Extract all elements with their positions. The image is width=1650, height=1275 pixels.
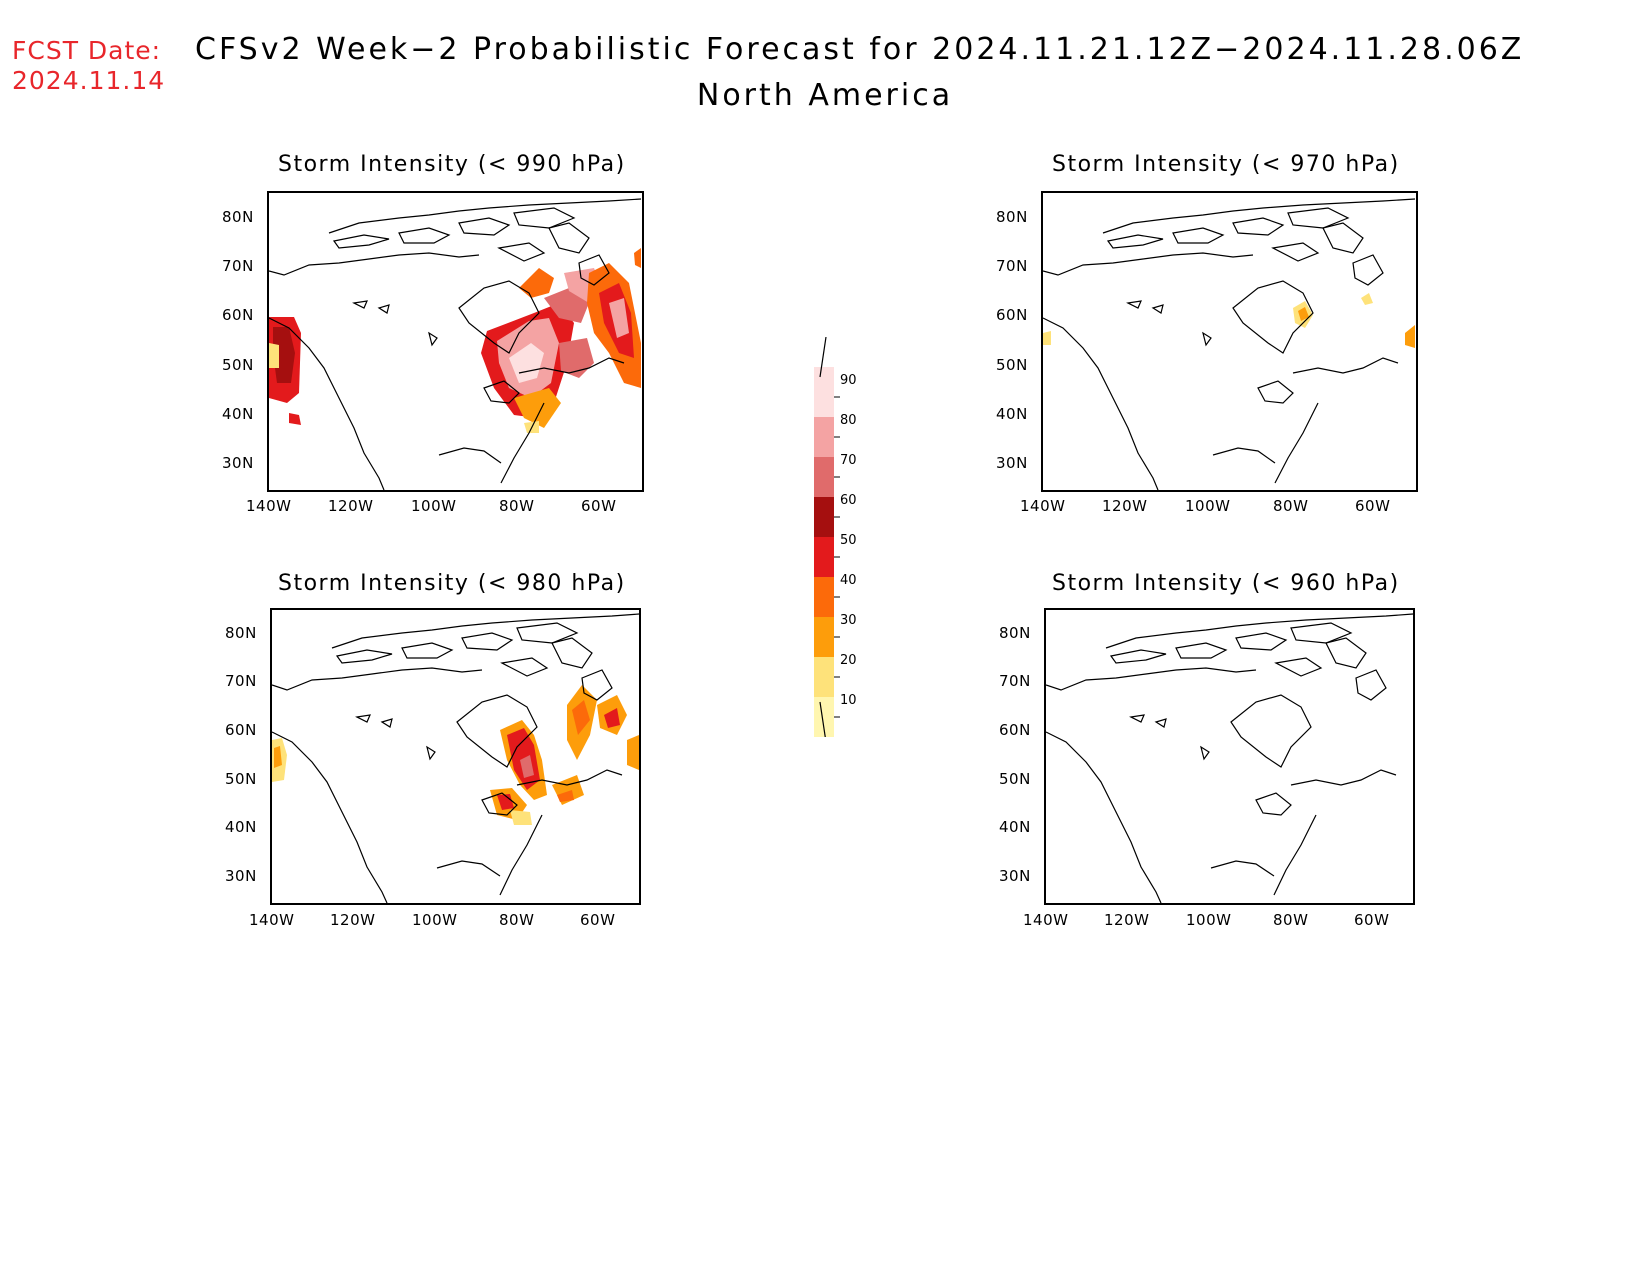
colorbar-label-80: 80 bbox=[840, 413, 857, 428]
lon-tick-60w: 60W bbox=[1355, 497, 1391, 515]
map-970 bbox=[1041, 191, 1418, 492]
lat-tick-30n: 30N bbox=[222, 454, 254, 472]
lat-tick-60n: 60N bbox=[996, 306, 1028, 324]
colorbar-label-40: 40 bbox=[840, 573, 857, 588]
probability-fill-970 bbox=[1043, 293, 1415, 348]
panel-title-960: Storm Intensity (< 960 hPa) bbox=[1052, 571, 1400, 596]
panel-title-970: Storm Intensity (< 970 hPa) bbox=[1052, 152, 1400, 177]
lat-tick-80n: 80N bbox=[225, 624, 257, 642]
coastlines-980 bbox=[272, 613, 639, 903]
forecast-date-value: 2024.11.14 bbox=[12, 66, 166, 95]
probability-fill-990 bbox=[269, 248, 641, 433]
colorbar-swatch-60 bbox=[814, 497, 834, 537]
lat-tick-70n: 70N bbox=[996, 257, 1028, 275]
lat-tick-50n: 50N bbox=[225, 770, 257, 788]
lon-tick-140w: 140W bbox=[1020, 497, 1066, 515]
lat-tick-30n: 30N bbox=[225, 867, 257, 885]
lat-tick-70n: 70N bbox=[225, 672, 257, 690]
lon-tick-60w: 60W bbox=[581, 497, 617, 515]
colorbar-label-30: 30 bbox=[840, 613, 857, 628]
colorbar-swatch-90 bbox=[814, 367, 834, 417]
colorbar-label-20: 20 bbox=[840, 653, 857, 668]
lat-tick-70n: 70N bbox=[999, 672, 1031, 690]
forecast-date-block: FCST Date: 2024.11.14 bbox=[12, 36, 165, 96]
colorbar-label-60: 60 bbox=[840, 493, 857, 508]
lat-tick-30n: 30N bbox=[999, 867, 1031, 885]
colorbar-swatch-40 bbox=[814, 577, 834, 617]
lat-tick-50n: 50N bbox=[999, 770, 1031, 788]
lon-tick-80w: 80W bbox=[1273, 497, 1309, 515]
lon-tick-60w: 60W bbox=[1354, 911, 1390, 929]
coastlines-990 bbox=[269, 198, 642, 490]
lat-tick-30n: 30N bbox=[996, 454, 1028, 472]
lon-tick-80w: 80W bbox=[1273, 911, 1309, 929]
panel-title-980: Storm Intensity (< 980 hPa) bbox=[278, 571, 626, 596]
lat-tick-40n: 40N bbox=[996, 405, 1028, 423]
colorbar-swatch-20 bbox=[814, 657, 834, 697]
probability-fill-980 bbox=[272, 685, 639, 825]
lon-tick-120w: 120W bbox=[1102, 497, 1148, 515]
lat-tick-60n: 60N bbox=[222, 306, 254, 324]
colorbar-swatch-70 bbox=[814, 457, 834, 497]
lat-tick-40n: 40N bbox=[222, 405, 254, 423]
lat-tick-60n: 60N bbox=[225, 721, 257, 739]
colorbar-label-90: 90 bbox=[840, 373, 857, 388]
map-990-svg bbox=[269, 198, 642, 490]
colorbar-svg bbox=[814, 337, 840, 737]
panel-title-990: Storm Intensity (< 990 hPa) bbox=[278, 152, 626, 177]
region-subtitle: North America bbox=[696, 78, 954, 113]
lat-tick-50n: 50N bbox=[222, 356, 254, 374]
colorbar-swatches bbox=[814, 367, 840, 737]
lon-tick-140w: 140W bbox=[1023, 911, 1069, 929]
map-980-svg bbox=[272, 613, 639, 903]
colorbar-swatch-10 bbox=[814, 697, 834, 737]
lat-tick-80n: 80N bbox=[996, 208, 1028, 226]
lat-tick-40n: 40N bbox=[999, 818, 1031, 836]
colorbar-swatch-50 bbox=[814, 537, 834, 577]
lon-tick-140w: 140W bbox=[249, 911, 295, 929]
lon-tick-80w: 80W bbox=[499, 497, 535, 515]
page-title: CFSv2 Week−2 Probabilistic Forecast for … bbox=[195, 32, 1525, 67]
lon-tick-100w: 100W bbox=[1186, 911, 1232, 929]
lon-tick-100w: 100W bbox=[1185, 497, 1231, 515]
lon-tick-140w: 140W bbox=[246, 497, 292, 515]
coastlines-970 bbox=[1043, 198, 1416, 490]
colorbar-label-70: 70 bbox=[840, 453, 857, 468]
lon-tick-120w: 120W bbox=[328, 497, 374, 515]
colorbar-legend: 90 80 70 60 50 40 30 20 10 bbox=[812, 337, 892, 737]
forecast-date-label: FCST Date: bbox=[12, 36, 162, 65]
lat-tick-60n: 60N bbox=[999, 721, 1031, 739]
colorbar-swatch-30 bbox=[814, 617, 834, 657]
lon-tick-120w: 120W bbox=[330, 911, 376, 929]
lat-tick-80n: 80N bbox=[999, 624, 1031, 642]
map-960-svg bbox=[1046, 613, 1413, 903]
coastlines-960 bbox=[1046, 613, 1413, 903]
map-960 bbox=[1044, 608, 1415, 905]
colorbar-swatch-80 bbox=[814, 417, 834, 457]
map-990 bbox=[267, 191, 644, 492]
lon-tick-100w: 100W bbox=[412, 911, 458, 929]
lon-tick-120w: 120W bbox=[1104, 911, 1150, 929]
lon-tick-60w: 60W bbox=[580, 911, 616, 929]
colorbar-label-50: 50 bbox=[840, 533, 857, 548]
map-980 bbox=[270, 608, 641, 905]
lon-tick-100w: 100W bbox=[411, 497, 457, 515]
lat-tick-50n: 50N bbox=[996, 356, 1028, 374]
lat-tick-70n: 70N bbox=[222, 257, 254, 275]
lat-tick-80n: 80N bbox=[222, 208, 254, 226]
lon-tick-80w: 80W bbox=[499, 911, 535, 929]
colorbar-label-10: 10 bbox=[840, 693, 857, 708]
map-970-svg bbox=[1043, 198, 1416, 490]
lat-tick-40n: 40N bbox=[225, 818, 257, 836]
